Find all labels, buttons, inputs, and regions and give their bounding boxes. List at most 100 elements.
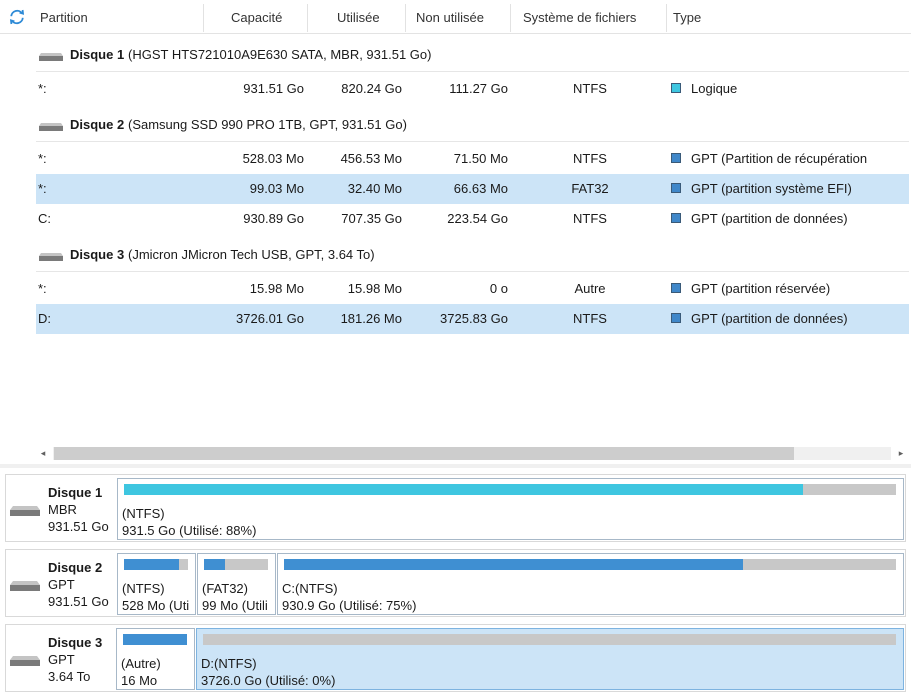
partition-block-usage: 930.9 Go (Utilisé: 75%)	[282, 598, 417, 613]
scroll-right-arrow[interactable]: ▸	[898, 448, 904, 458]
disk-map-row[interactable]: Disque 1 MBR 931.51 Go (NTFS) 931.5 Go (…	[5, 474, 906, 542]
partition-block[interactable]: (Autre) 16 Mo	[116, 628, 195, 690]
divider	[36, 141, 909, 142]
partition-block-label: (NTFS)	[122, 581, 165, 596]
partition-name: D:	[38, 311, 51, 326]
partition-row[interactable]: *: 931.51 Go 820.24 Go 111.27 Go NTFS Lo…	[36, 74, 909, 104]
partition-unused: 223.54 Go	[447, 211, 508, 226]
column-type[interactable]: Type	[673, 10, 702, 25]
partition-row[interactable]: *: 15.98 Mo 15.98 Mo 0 o Autre GPT (part…	[36, 274, 909, 304]
usage-fill	[123, 634, 187, 645]
partition-filesystem: NTFS	[573, 151, 607, 166]
partition-filesystem: NTFS	[573, 211, 607, 226]
disk-map-size: 931.51 Go	[48, 594, 109, 609]
column-unused[interactable]: Non utilisée	[416, 10, 484, 25]
type-color-swatch	[671, 83, 681, 93]
partition-block[interactable]: C:(NTFS) 930.9 Go (Utilisé: 75%)	[277, 553, 904, 615]
partition-unused: 3725.83 Go	[440, 311, 508, 326]
horizontal-scrollbar[interactable]: ◂ ▸	[36, 445, 909, 462]
usage-fill	[124, 484, 804, 495]
column-divider[interactable]	[405, 4, 406, 32]
usage-bar	[203, 634, 896, 645]
partition-capacity: 528.03 Mo	[242, 151, 304, 166]
pane-splitter[interactable]	[0, 464, 911, 468]
partition-block[interactable]: (NTFS) 931.5 Go (Utilisé: 88%)	[117, 478, 904, 540]
column-divider[interactable]	[666, 4, 667, 32]
scroll-left-arrow[interactable]: ◂	[40, 448, 46, 458]
column-divider[interactable]	[203, 4, 204, 32]
disk-map-row[interactable]: Disque 3 GPT 3.64 To (Autre) 16 Mo D:(NT…	[5, 624, 906, 692]
partition-block[interactable]: (FAT32) 99 Mo (Utili	[197, 553, 276, 615]
disk-row[interactable]: Disque 2 (Samsung SSD 990 PRO 1TB, GPT, …	[36, 110, 909, 140]
column-divider[interactable]	[510, 4, 511, 32]
partition-row[interactable]: *: 528.03 Mo 456.53 Mo 71.50 Mo NTFS GPT…	[36, 144, 909, 174]
disk-row[interactable]: Disque 1 (HGST HTS721010A9E630 SATA, MBR…	[36, 40, 909, 70]
partition-used: 456.53 Mo	[340, 151, 402, 166]
usage-fill	[284, 559, 743, 570]
partition-name: *:	[38, 281, 47, 296]
usage-bar	[204, 559, 268, 570]
column-divider[interactable]	[307, 4, 308, 32]
hard-disk-icon	[39, 253, 63, 261]
partition-capacity: 15.98 Mo	[249, 281, 304, 296]
disk-row[interactable]: Disque 3 (Jmicron JMicron Tech USB, GPT,…	[36, 240, 909, 270]
disk-map-row[interactable]: Disque 2 GPT 931.51 Go (NTFS) 528 Mo (Ut…	[5, 549, 906, 617]
usage-bar	[123, 634, 187, 645]
disk-name: Disque 3	[70, 247, 125, 262]
column-partition[interactable]: Partition	[40, 10, 88, 25]
partition-capacity: 3726.01 Go	[236, 311, 304, 326]
usage-bar	[124, 484, 896, 495]
type-color-swatch	[671, 213, 681, 223]
partition-filesystem: Autre	[574, 281, 606, 296]
disk-map-size: 3.64 To	[48, 669, 91, 684]
partition-block-label: (FAT32)	[202, 581, 248, 596]
partition-block-usage: 931.5 Go (Utilisé: 88%)	[122, 523, 257, 538]
type-color-swatch	[671, 313, 681, 323]
disk-map-style: MBR	[48, 502, 77, 517]
partition-block-usage: 3726.0 Go (Utilisé: 0%)	[201, 673, 336, 688]
partition-row[interactable]: D: 3726.01 Go 181.26 Mo 3725.83 Go NTFS …	[36, 304, 909, 334]
partition-capacity: 931.51 Go	[243, 81, 304, 96]
partition-block-usage: 528 Mo (Uti	[122, 598, 190, 613]
partition-unused: 66.63 Mo	[453, 181, 508, 196]
usage-bar	[284, 559, 896, 570]
partition-block-label: C:(NTFS)	[282, 581, 338, 596]
disk-description: (Samsung SSD 990 PRO 1TB, GPT, 931.51 Go…	[128, 117, 407, 132]
partition-name: *:	[38, 181, 47, 196]
divider	[36, 71, 909, 72]
partition-filesystem: FAT32	[571, 181, 609, 196]
partition-used: 820.24 Go	[341, 81, 402, 96]
type-color-swatch	[671, 183, 681, 193]
disk-map-name: Disque 2	[48, 560, 103, 575]
disk-name: Disque 1	[70, 47, 125, 62]
column-filesystem[interactable]: Système de fichiers	[523, 10, 637, 25]
partition-row[interactable]: *: 99.03 Mo 32.40 Mo 66.63 Mo FAT32 GPT …	[36, 174, 909, 204]
disk-description: (HGST HTS721010A9E630 SATA, MBR, 931.51 …	[128, 47, 432, 62]
hard-disk-icon	[39, 123, 63, 131]
column-header: Partition Capacité Utilisée Non utilisée…	[0, 0, 911, 34]
partition-used: 181.26 Mo	[340, 311, 402, 326]
partition-filesystem: NTFS	[573, 311, 607, 326]
disk-map-style: GPT	[48, 577, 75, 592]
column-used[interactable]: Utilisée	[337, 10, 380, 25]
usage-fill	[204, 559, 226, 570]
partition-block-label: (NTFS)	[122, 506, 165, 521]
disk-description: (Jmicron JMicron Tech USB, GPT, 3.64 To)	[128, 247, 375, 262]
partition-type: GPT (partition réservée)	[691, 281, 831, 296]
partition-unused: 111.27 Go	[449, 81, 508, 96]
refresh-icon[interactable]	[8, 8, 26, 26]
scroll-thumb[interactable]	[54, 447, 794, 460]
partition-capacity: 930.89 Go	[243, 211, 304, 226]
hard-disk-icon	[10, 656, 40, 666]
partition-used: 707.35 Go	[341, 211, 402, 226]
partition-block[interactable]: D:(NTFS) 3726.0 Go (Utilisé: 0%)	[196, 628, 904, 690]
hard-disk-icon	[39, 53, 63, 61]
partition-block[interactable]: (NTFS) 528 Mo (Uti	[117, 553, 196, 615]
partition-filesystem: NTFS	[573, 81, 607, 96]
partition-unused: 0 o	[489, 281, 508, 296]
partition-row[interactable]: C: 930.89 Go 707.35 Go 223.54 Go NTFS GP…	[36, 204, 909, 234]
partition-name: *:	[38, 151, 47, 166]
partition-block-usage: 99 Mo (Utili	[202, 598, 268, 613]
partition-type: GPT (partition système EFI)	[691, 181, 852, 196]
column-capacity[interactable]: Capacité	[231, 10, 283, 25]
